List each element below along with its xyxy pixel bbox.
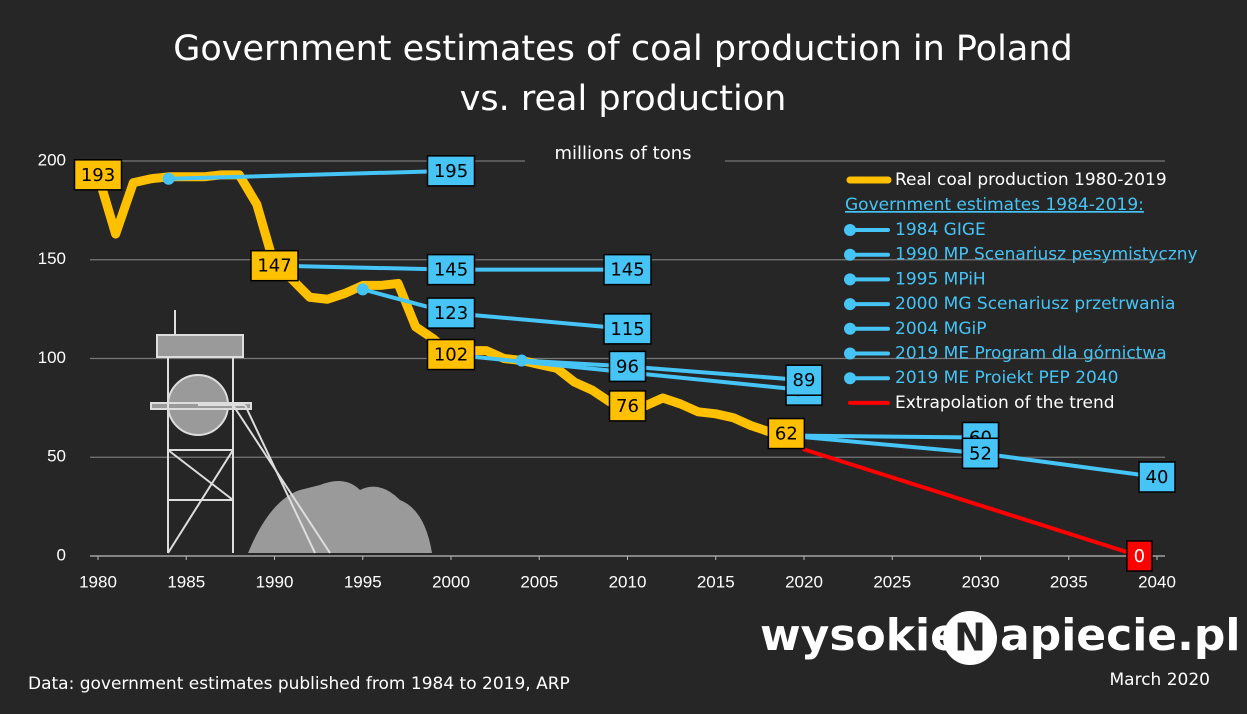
- data-label: 0: [1134, 546, 1145, 567]
- legend-label: Real coal production 1980-2019: [895, 170, 1167, 190]
- data-label: 62: [775, 424, 798, 445]
- legend-heading: Government estimates 1984-2019:: [845, 195, 1144, 215]
- data-label: 96: [616, 356, 639, 377]
- data-label-box: [785, 364, 823, 396]
- x-tick-label: 1985: [167, 572, 205, 591]
- logo-text: apiecie.pl: [1000, 610, 1240, 661]
- x-tick-label: 2030: [962, 572, 1000, 591]
- x-tick-label: 2000: [432, 572, 470, 591]
- data-label-box: [608, 350, 647, 383]
- x-tick-label: 2010: [609, 572, 647, 591]
- data-label-box: [426, 338, 476, 371]
- legend-marker: [844, 372, 856, 385]
- data-label-box: [426, 297, 476, 329]
- legend-label: 1984 GIGE: [895, 220, 986, 240]
- data-label: 76: [616, 396, 639, 417]
- y-tick-label: 200: [38, 150, 66, 169]
- legend-label: 1995 MPiH: [895, 269, 986, 289]
- chart-title: vs. real production: [460, 79, 787, 119]
- y-tick-label: 100: [38, 348, 66, 367]
- data-label-box: [73, 159, 123, 191]
- legend-marker: [844, 322, 856, 335]
- data-label: 102: [434, 345, 468, 366]
- mine-illustration: [150, 310, 432, 554]
- estimate-line: [166, 168, 453, 181]
- data-label-box: [603, 313, 652, 345]
- data-label-box: [767, 417, 806, 450]
- source-note: Data: government estimates published fro…: [28, 674, 570, 694]
- data-label-box: [1138, 461, 1176, 493]
- data-label-box: [426, 253, 476, 286]
- logo: wysokie N apiecie.pl: [760, 610, 1240, 665]
- data-label-box: [426, 155, 476, 187]
- x-tick-label: 1990: [256, 572, 294, 591]
- start-marker: [356, 283, 369, 296]
- data-label-box: [1126, 540, 1153, 572]
- chart-title: Government estimates of coal production …: [173, 29, 1073, 69]
- data-label: 40: [1146, 467, 1169, 488]
- data-label: 52: [969, 443, 992, 464]
- legend-marker: [844, 298, 856, 311]
- x-tick-label: 1995: [344, 572, 382, 591]
- x-tick-label: 2005: [520, 572, 558, 591]
- data-label: 123: [434, 303, 468, 324]
- legend-label: 2019 ME Program dla górnictwa: [895, 344, 1167, 364]
- axis-label-bg: [525, 140, 725, 170]
- x-tick-label: 2035: [1050, 572, 1088, 591]
- x-tick-label: 2020: [785, 572, 823, 591]
- legend-marker: [844, 224, 856, 236]
- legend-label: 2019 ME Proiekt PEP 2040: [895, 368, 1118, 388]
- estimate-line: [784, 433, 983, 440]
- legend-marker: [844, 248, 856, 261]
- legend-marker: [844, 347, 856, 360]
- date: March 2020: [1110, 670, 1211, 690]
- estimate-line: [802, 447, 1142, 558]
- data-label: 195: [434, 161, 468, 182]
- y-tick-label: 0: [57, 545, 66, 564]
- legend-label: Extrapolation of the trend: [895, 393, 1115, 413]
- data-label: 147: [257, 256, 291, 277]
- legend-label: 1990 MP Scenariusz pesymistyczny: [895, 245, 1198, 265]
- data-label-box: [608, 390, 647, 422]
- x-tick-label: 2025: [873, 572, 911, 591]
- data-label: 145: [434, 260, 468, 281]
- x-tick-label: 2015: [697, 572, 735, 591]
- start-marker: [162, 172, 175, 185]
- data-label: 193: [81, 165, 115, 186]
- y-tick-label: 150: [38, 249, 66, 268]
- data-label: 145: [610, 260, 644, 281]
- logo-icon: [943, 611, 997, 665]
- x-tick-label: 2040: [1138, 572, 1176, 591]
- data-label: 89: [793, 370, 816, 391]
- data-label-box: [603, 253, 652, 286]
- logo-text: N: [954, 616, 986, 660]
- legend-marker: [844, 273, 856, 286]
- data-label: 115: [610, 319, 644, 340]
- start-marker: [515, 354, 528, 367]
- data-label-box: [961, 437, 1000, 470]
- y-tick-label: 50: [47, 447, 66, 466]
- logo-text: wysokie: [760, 610, 960, 661]
- legend-label: 2004 MGiP: [895, 319, 986, 339]
- x-tick-label: 1980: [79, 572, 117, 591]
- legend-label: 2000 MG Scenariusz przetrwania: [895, 294, 1175, 314]
- data-label-box: [250, 249, 299, 282]
- y-axis-label: millions of tons: [555, 143, 692, 164]
